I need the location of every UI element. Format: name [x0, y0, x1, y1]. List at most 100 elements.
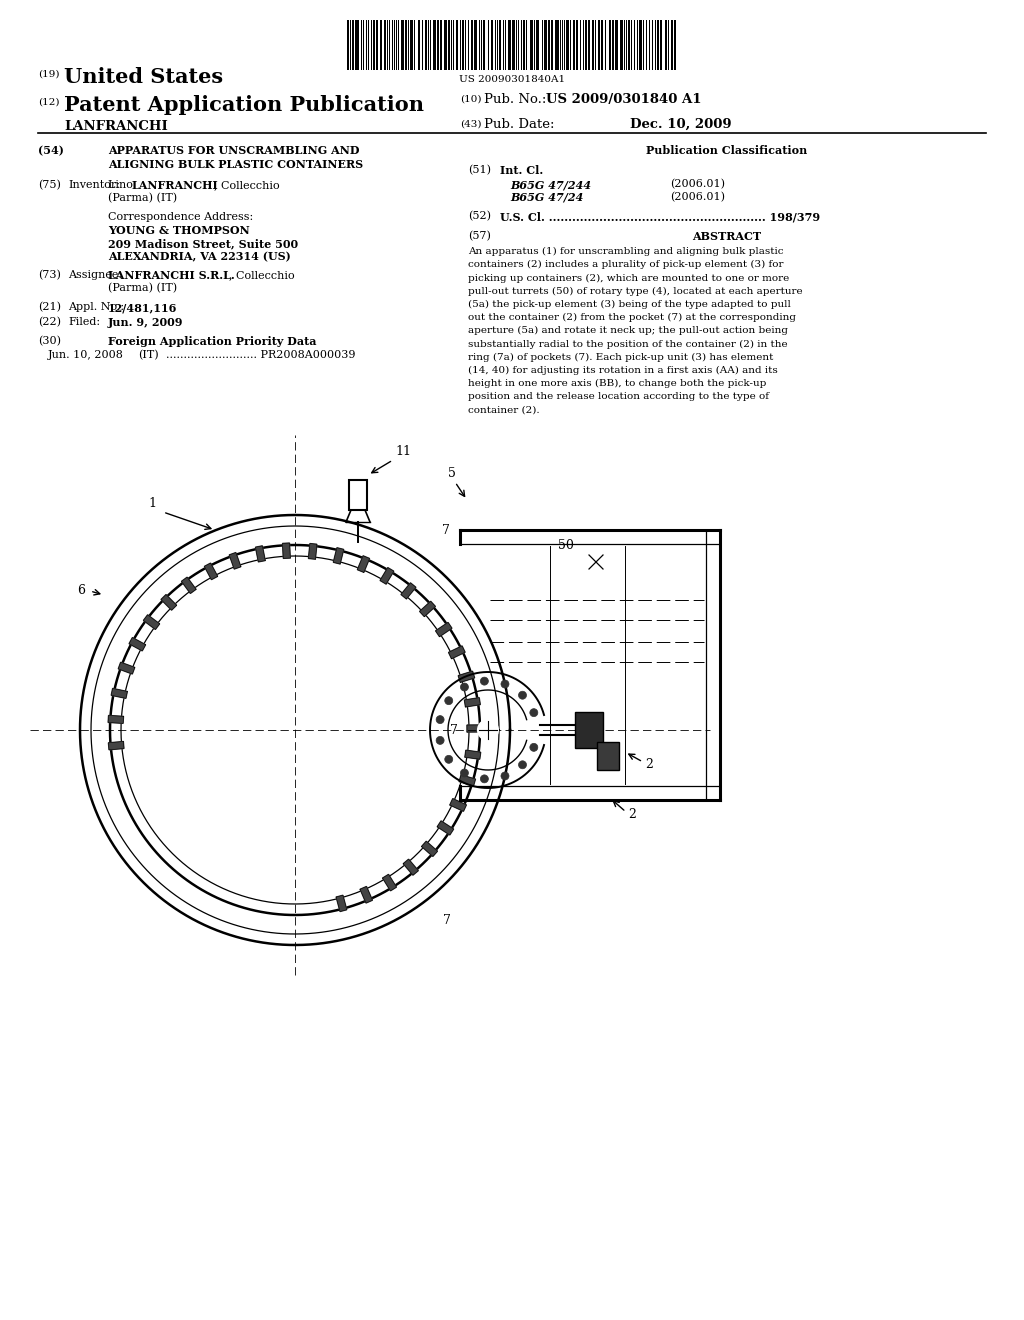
Bar	[530, 20, 534, 70]
Bar	[384, 20, 386, 70]
Text: B65G 47/244: B65G 47/244	[510, 180, 591, 190]
Text: (10): (10)	[460, 95, 481, 104]
Circle shape	[444, 697, 453, 705]
Polygon shape	[308, 544, 316, 560]
Bar	[352, 20, 354, 70]
Bar	[418, 20, 420, 70]
Text: US 20090301840A1: US 20090301840A1	[459, 75, 565, 84]
Text: (2006.01): (2006.01)	[670, 180, 725, 189]
Bar	[401, 20, 404, 70]
Text: (73): (73)	[38, 271, 60, 280]
Polygon shape	[336, 895, 347, 912]
Bar	[523, 20, 525, 70]
Polygon shape	[118, 663, 135, 675]
Text: (5a) the pick-up element (3) being of the type adapted to pull: (5a) the pick-up element (3) being of th…	[468, 300, 791, 309]
Bar	[612, 20, 614, 70]
Bar	[512, 20, 515, 70]
Text: containers (2) includes a plurality of pick-up element (3) for: containers (2) includes a plurality of p…	[468, 260, 783, 269]
Polygon shape	[143, 615, 160, 630]
Bar	[555, 20, 559, 70]
Circle shape	[436, 715, 444, 723]
Text: (12): (12)	[38, 98, 59, 107]
Text: (IT): (IT)	[138, 350, 159, 360]
Bar	[437, 20, 439, 70]
Text: pull-out turrets (50) of rotary type (4), located at each aperture: pull-out turrets (50) of rotary type (4)…	[468, 286, 803, 296]
Text: 11: 11	[395, 445, 411, 458]
Polygon shape	[333, 548, 344, 564]
Text: (30): (30)	[38, 337, 61, 346]
Polygon shape	[112, 689, 127, 698]
Polygon shape	[450, 799, 466, 812]
Bar	[380, 20, 382, 70]
Circle shape	[480, 775, 488, 783]
Bar	[349, 480, 367, 510]
Polygon shape	[422, 841, 437, 857]
Text: position and the release location according to the type of: position and the release location accord…	[468, 392, 769, 401]
Text: , Collecchio: , Collecchio	[229, 271, 295, 280]
Bar	[597, 742, 618, 770]
Text: United States: United States	[63, 67, 223, 87]
Circle shape	[461, 770, 468, 777]
Polygon shape	[437, 821, 454, 836]
Bar	[440, 20, 442, 70]
Polygon shape	[401, 583, 416, 599]
Circle shape	[436, 737, 444, 744]
Bar	[347, 20, 349, 70]
Text: Lino: Lino	[108, 180, 136, 190]
Bar	[671, 20, 673, 70]
Bar	[456, 20, 458, 70]
Bar	[474, 20, 477, 70]
Text: An apparatus (1) for unscrambling and aligning bulk plastic: An apparatus (1) for unscrambling and al…	[468, 247, 783, 256]
Text: 50: 50	[558, 539, 573, 552]
Circle shape	[480, 677, 488, 685]
Bar	[544, 20, 547, 70]
Bar	[471, 20, 473, 70]
Polygon shape	[465, 698, 480, 708]
Text: container (2).: container (2).	[468, 405, 540, 414]
Text: 2: 2	[628, 808, 636, 821]
Polygon shape	[383, 874, 396, 891]
Polygon shape	[357, 556, 370, 573]
Circle shape	[478, 719, 498, 741]
Bar	[499, 20, 501, 70]
Text: 7: 7	[450, 723, 458, 737]
Bar	[657, 20, 659, 70]
Bar	[373, 20, 375, 70]
Bar	[376, 20, 378, 70]
Text: Pub. No.:: Pub. No.:	[484, 92, 551, 106]
Polygon shape	[467, 725, 482, 733]
Text: (75): (75)	[38, 180, 60, 190]
Circle shape	[518, 760, 526, 768]
Text: ALEXANDRIA, VA 22314 (US): ALEXANDRIA, VA 22314 (US)	[108, 251, 291, 261]
Text: 209 Madison Street, Suite 500: 209 Madison Street, Suite 500	[108, 238, 298, 249]
Polygon shape	[129, 638, 145, 651]
Text: (2006.01): (2006.01)	[670, 191, 725, 202]
Text: (Parma) (IT): (Parma) (IT)	[108, 193, 177, 203]
Text: Inventor:: Inventor:	[68, 180, 120, 190]
Polygon shape	[181, 577, 196, 594]
Text: YOUNG & THOMPSON: YOUNG & THOMPSON	[108, 224, 250, 236]
Text: (14, 40) for adjusting its rotation in a first axis (AA) and its: (14, 40) for adjusting its rotation in a…	[468, 366, 778, 375]
Bar	[462, 20, 464, 70]
Text: height in one more axis (BB), to change both the pick-up: height in one more axis (BB), to change …	[468, 379, 766, 388]
Circle shape	[444, 755, 453, 763]
Polygon shape	[459, 775, 475, 785]
Text: aperture (5a) and rotate it neck up; the pull-out action being: aperture (5a) and rotate it neck up; the…	[468, 326, 788, 335]
Polygon shape	[465, 750, 480, 759]
Text: (57): (57)	[468, 231, 490, 242]
Polygon shape	[403, 859, 418, 875]
Polygon shape	[109, 742, 124, 750]
Bar	[536, 20, 539, 70]
Text: Assignee:: Assignee:	[68, 271, 122, 280]
Text: APPARATUS FOR UNSCRAMBLING AND: APPARATUS FOR UNSCRAMBLING AND	[108, 145, 359, 156]
Bar	[609, 20, 611, 70]
Text: (Parma) (IT): (Parma) (IT)	[108, 282, 177, 293]
Text: Patent Application Publication: Patent Application Publication	[63, 95, 424, 115]
Text: .......................... PR2008A000039: .......................... PR2008A000039	[166, 350, 355, 360]
Bar	[355, 20, 359, 70]
Text: 7: 7	[443, 913, 451, 927]
Bar	[444, 20, 447, 70]
Text: 5: 5	[449, 467, 456, 480]
Polygon shape	[205, 564, 218, 579]
Polygon shape	[380, 568, 394, 583]
